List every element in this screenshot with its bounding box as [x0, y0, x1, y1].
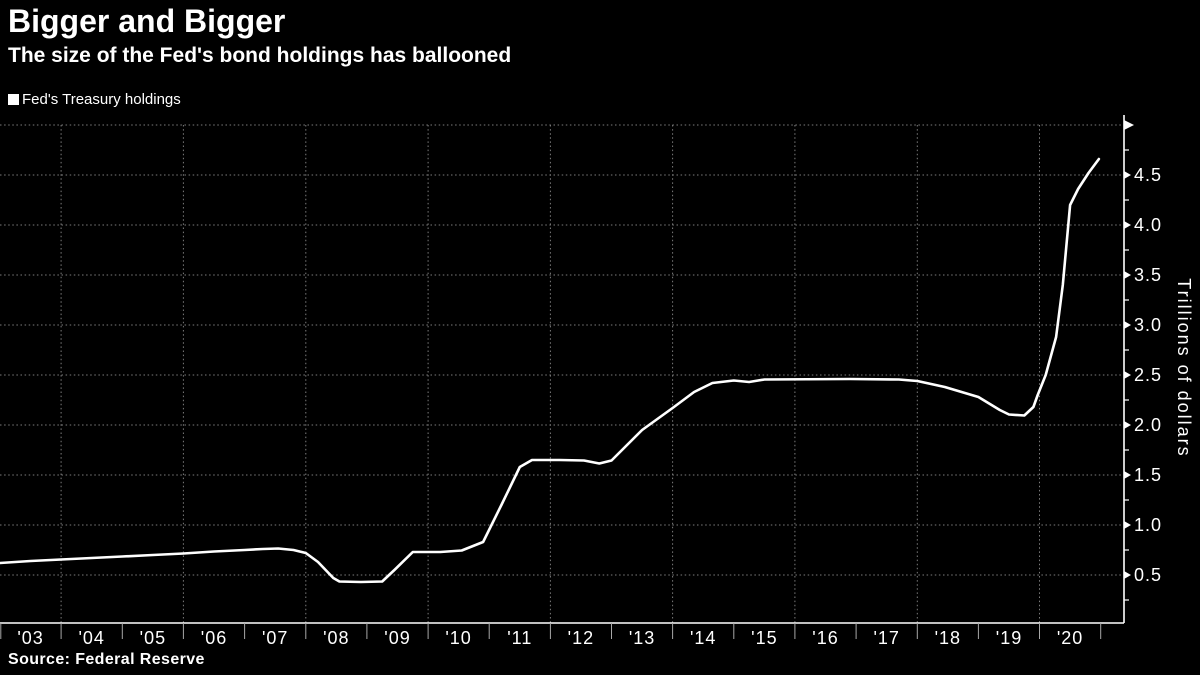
svg-text:'07: '07	[262, 628, 288, 648]
svg-text:'18: '18	[935, 628, 961, 648]
svg-text:3.0: 3.0	[1134, 315, 1162, 335]
svg-text:3.5: 3.5	[1134, 265, 1162, 285]
svg-text:1.5: 1.5	[1134, 465, 1162, 485]
svg-text:2.0: 2.0	[1134, 415, 1162, 435]
y-axis-title: Trillions of dollars	[1174, 278, 1194, 458]
svg-text:'08: '08	[323, 628, 349, 648]
svg-text:'15: '15	[751, 628, 777, 648]
svg-text:4.0: 4.0	[1134, 215, 1162, 235]
chart-title: Bigger and Bigger	[8, 3, 286, 39]
svg-text:0.5: 0.5	[1134, 565, 1162, 585]
svg-text:'09: '09	[384, 628, 410, 648]
svg-text:'19: '19	[996, 628, 1022, 648]
svg-text:4.5: 4.5	[1134, 165, 1162, 185]
svg-text:'05: '05	[140, 628, 166, 648]
svg-text:'14: '14	[690, 628, 716, 648]
legend-label: Fed's Treasury holdings	[22, 91, 181, 108]
svg-text:'10: '10	[445, 628, 471, 648]
legend: Fed's Treasury holdings	[8, 91, 181, 108]
svg-text:'20: '20	[1057, 628, 1083, 648]
svg-text:'16: '16	[812, 628, 838, 648]
svg-text:2.5: 2.5	[1134, 365, 1162, 385]
svg-text:'17: '17	[873, 628, 899, 648]
svg-text:'03: '03	[17, 628, 43, 648]
chart-subtitle: The size of the Fed's bond holdings has …	[8, 44, 512, 67]
svg-text:1.0: 1.0	[1134, 515, 1162, 535]
svg-text:'12: '12	[568, 628, 594, 648]
source-note: Source: Federal Reserve	[8, 651, 205, 668]
legend-swatch-icon	[8, 94, 19, 105]
svg-text:'13: '13	[629, 628, 655, 648]
svg-text:'11: '11	[507, 628, 532, 648]
svg-text:'06: '06	[201, 628, 227, 648]
svg-text:'04: '04	[78, 628, 104, 648]
